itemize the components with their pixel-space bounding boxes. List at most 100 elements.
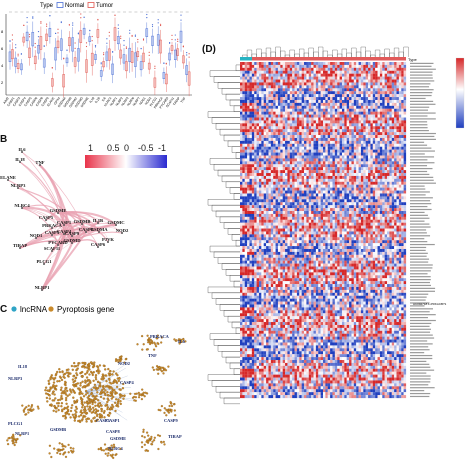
heatmap-cell [349, 88, 352, 92]
heatmap-cell [327, 181, 331, 185]
heatmap-cell [346, 140, 350, 144]
scale-label-neg0.5: -0.5 [138, 143, 154, 153]
heatmap-cell [301, 190, 305, 194]
lncrna-node [60, 392, 63, 395]
heatmap-cell [363, 181, 366, 185]
heatmap-cell [287, 137, 290, 141]
lncrna-node [64, 386, 67, 390]
heatmap-cell [370, 64, 373, 68]
heatmap-cell [266, 132, 269, 136]
heatmap-cell [363, 161, 366, 165]
heatmap-cell [301, 140, 305, 144]
heatmap-cell [301, 143, 305, 147]
lncrna-node [91, 363, 94, 366]
heatmap-cell [294, 132, 298, 136]
heatmap-cell [332, 152, 335, 156]
heatmap-cell [320, 117, 324, 121]
lncrna-node [70, 391, 73, 394]
heatmap-cell [368, 161, 371, 165]
heatmap-cell [344, 62, 347, 66]
heatmap-cell [391, 173, 395, 177]
outlier-point [17, 53, 19, 55]
heatmap-cell [296, 62, 300, 66]
heatmap-cell [372, 79, 376, 83]
heatmap-cell [308, 213, 312, 217]
lncrna-node [90, 388, 93, 391]
outlier-point [34, 46, 36, 48]
heatmap-cell [382, 193, 385, 197]
heatmap-cell [370, 208, 373, 212]
lncrna-node [58, 379, 61, 383]
heatmap-cell [325, 117, 328, 121]
lncrna-node [75, 411, 78, 414]
heatmap-cell [370, 117, 373, 121]
heatmap-cell [280, 126, 283, 130]
heatmap-cell [401, 152, 404, 156]
heatmap-cell [261, 94, 264, 98]
heatmap-cell [323, 178, 326, 182]
heatmap-cell [275, 184, 279, 188]
heatmap-cell [396, 79, 399, 83]
heatmap-cell [379, 140, 383, 144]
heatmap-cell [270, 205, 274, 209]
heatmap-cell [292, 146, 295, 150]
heatmap-cell [311, 99, 314, 103]
heatmap-cell [363, 193, 366, 197]
heatmap-cell [384, 64, 388, 68]
heatmap-cell [263, 111, 267, 115]
heatmap-cell [285, 167, 288, 171]
heatmap-cell [379, 129, 383, 133]
heatmap-cell [306, 164, 309, 168]
lncrna-node [48, 444, 52, 447]
lncrna-node [60, 386, 63, 389]
heatmap-cell [337, 202, 340, 206]
heatmap-cell [344, 155, 347, 159]
lncrna-node [15, 441, 18, 444]
lncrna-node [162, 369, 165, 372]
heatmap-cell [268, 170, 271, 174]
heatmap-cell [273, 129, 276, 133]
heatmap-cell [242, 208, 245, 212]
lncrna-node [107, 414, 111, 417]
heatmap-cell [379, 205, 383, 209]
heatmap-cell [375, 94, 378, 98]
heatmap-cell [285, 62, 288, 66]
heatmap-cell [337, 99, 340, 103]
heatmap-cell [285, 126, 288, 130]
heatmap-cell [377, 184, 381, 188]
lncrna-node [56, 451, 59, 454]
heatmap-cell [332, 123, 335, 127]
heatmap-cell [394, 167, 397, 171]
outlier-point [134, 34, 136, 36]
box [77, 48, 80, 62]
heatmap-cell [296, 102, 300, 106]
heatmap-cell [292, 129, 295, 133]
heatmap-cell [377, 102, 381, 106]
heatmap-cell [268, 88, 271, 92]
heatmap-cell [254, 85, 257, 89]
heatmap-cell [318, 211, 321, 215]
heatmap-cell [275, 193, 279, 197]
heatmap-cell [387, 120, 390, 124]
heatmap-cell [315, 99, 319, 103]
heatmap-cell [323, 79, 326, 83]
heatmap-cell [244, 73, 248, 77]
heatmap-cell [308, 158, 312, 162]
heatmap-cell [240, 167, 243, 171]
heatmap-cell [277, 193, 281, 197]
box [134, 52, 137, 67]
heatmap-cell [370, 137, 373, 141]
heatmap-cell [254, 73, 257, 77]
heatmap-cell [277, 202, 281, 206]
heatmap-cell [254, 62, 257, 66]
heatmap-cell [334, 85, 338, 89]
heatmap-cell [244, 108, 248, 112]
heatmap-cell [363, 175, 366, 179]
heatmap-cell [325, 67, 328, 71]
lncrna-node [163, 411, 166, 415]
heatmap-cell [391, 105, 395, 109]
heatmap-cell [318, 70, 321, 74]
lncrna-node [82, 416, 85, 419]
heatmap-cell [320, 97, 324, 101]
heatmap-cell [268, 193, 271, 197]
